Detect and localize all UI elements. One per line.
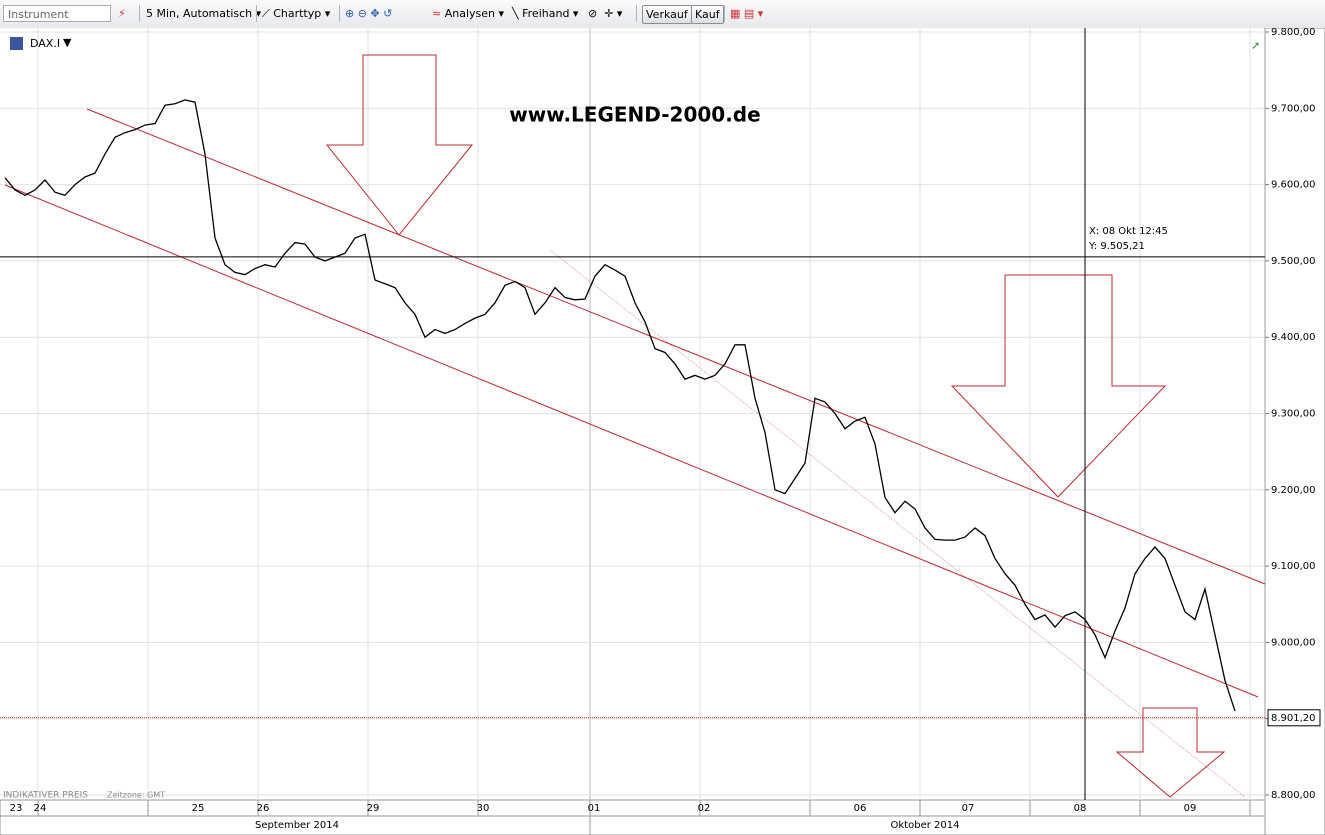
month-label: Oktober 2014 [891,820,960,831]
instrument-name: DAX.I [30,37,60,50]
dropdown[interactable]: ▼ [63,36,72,49]
x-tick-label: 29 [367,803,380,814]
analyses-label: Analysen [444,7,495,20]
x-tick-label: 08 [1074,803,1087,814]
freehand-menu[interactable]: ╲ Freihand ▾ [512,7,579,20]
extra-icons[interactable]: ▦ ▤ ▾ [730,7,764,20]
last-price-label: 8.901,20 [1271,713,1316,724]
x-tick-label: 01 [588,803,601,814]
price-line [4,99,1236,712]
icon[interactable]: ⚡ [118,7,126,20]
y-tick-label: 9.800,00 [1271,28,1316,38]
x-tick-label: 07 [962,803,975,814]
x-tick-label: 02 [698,803,711,814]
toolbar: Instrument ⚡ 5 Min, Automatisch ▾ ⟋ Char… [0,0,1325,29]
charttype-label: Charttyp [273,7,322,20]
y-tick-label: 9.000,00 [1271,637,1316,648]
month-label: September 2014 [255,820,339,831]
y-axis-area [1264,28,1325,835]
x-tick-label: 23 [10,803,23,814]
x-tick-label: 09 [1184,803,1197,814]
x-tick-label: 24 [34,803,47,814]
chart: DAX.I ▼ ➚ www.LEGEND-2000.de INDIKATIVER… [0,28,1325,835]
crosshair-y-label: Y: 9.505,21 [1088,241,1145,252]
y-tick-label: 9.300,00 [1271,409,1316,420]
y-tick-label: 8.800,00 [1271,790,1316,801]
annotations [4,54,1266,798]
timezone: Zeitzone: GMT [107,791,165,800]
tool-icons[interactable]: ⊘ ✛ ▾ [588,7,623,20]
sell-button[interactable]: Verkauf [642,5,692,24]
charttype-menu[interactable]: ⟋ Charttyp ▾ [262,7,331,20]
buy-button[interactable]: Kauf [691,5,724,24]
instrument-input[interactable]: Instrument [3,5,111,22]
y-tick-label: 9.100,00 [1271,561,1316,572]
x-tick-label: 06 [854,803,867,814]
crosshair-x-label: X: 08 Okt 12:45 [1089,226,1168,237]
y-tick-label: 9.400,00 [1271,332,1316,343]
y-tick-label: 9.500,00 [1271,256,1316,267]
y-tick-label: 9.700,00 [1271,103,1316,114]
interval-label: 5 Min, Automatisch [146,7,253,20]
freehand-label: Freihand [522,7,570,20]
analyses-menu[interactable]: ≈ Analysen ▾ [432,7,505,20]
y-tick-label: 9.200,00 [1271,485,1316,496]
price-note: INDIKATIVER PREIS [3,791,88,801]
trend-icon: ➚ [1251,39,1260,52]
interval-menu[interactable]: 5 Min, Automatisch ▾ [146,7,262,20]
x-tick-label: 30 [477,803,490,814]
x-tick-label: 26 [257,803,270,814]
instrument-icon [10,37,23,50]
zoom-icons[interactable]: ⊕ ⊖ ✥ ↺ [345,7,393,20]
last-price-box [1267,709,1321,727]
x-axis-area [0,799,1266,835]
x-tick-label: 25 [192,803,205,814]
y-tick-label: 9.600,00 [1271,180,1316,191]
watermark: www.LEGEND-2000.de [509,103,760,127]
